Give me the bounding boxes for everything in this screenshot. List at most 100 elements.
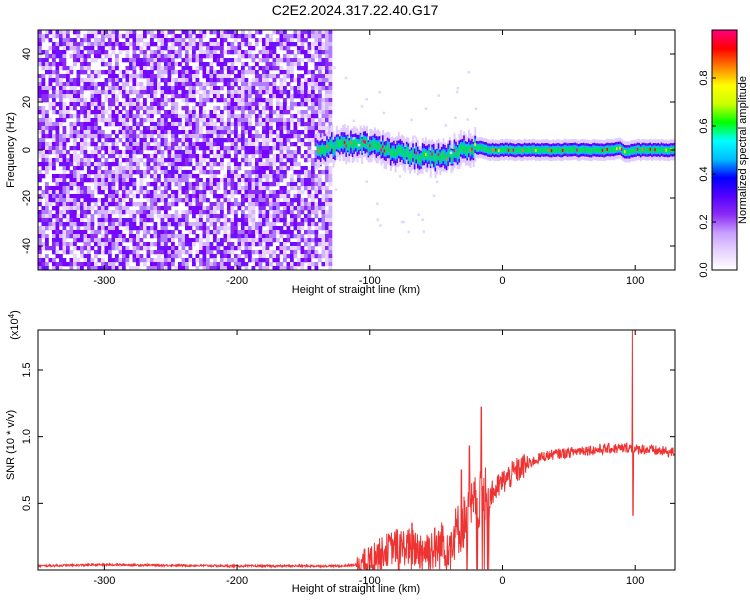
spectrogram-noise-cell	[157, 30, 161, 35]
spectrogram-noise-cell	[258, 78, 263, 83]
spectrogram-noise-cell	[227, 98, 231, 103]
spectrogram-noise-cell	[164, 86, 168, 91]
spectrogram-noise-cell	[307, 130, 312, 135]
spectrogram-noise-cell	[251, 206, 256, 211]
spectrogram-noise-cell	[143, 258, 147, 263]
spectrogram-noise-cell	[328, 246, 333, 251]
spectrogram-noise-cell	[150, 30, 154, 35]
spectrogram-noise-cell	[206, 170, 210, 175]
spectrogram-noise-cell	[258, 50, 263, 55]
spectrogram-noise-cell	[178, 178, 182, 183]
spectrogram-noise-cell	[311, 130, 315, 135]
spectrogram-noise-cell	[185, 194, 189, 199]
spectrogram-noise-cell	[66, 182, 70, 187]
spectrogram-noise-cell	[272, 130, 277, 135]
spectrogram-noise-cell	[188, 198, 193, 203]
spectrogram-noise-cell	[171, 202, 175, 207]
spectrogram-noise-cell	[251, 106, 256, 111]
spectrogram-noise-cell	[297, 186, 301, 191]
spectrogram-noise-cell	[262, 206, 266, 211]
spectrogram-noise-cell	[153, 138, 158, 143]
spectrogram-noise-cell	[325, 126, 329, 131]
spectrogram-noise-cell	[181, 250, 186, 255]
spectrogram-noise-cell	[150, 54, 154, 59]
spectrogram-noise-cell	[174, 54, 179, 59]
spectrogram-noise-cell	[125, 110, 130, 115]
spectrogram-peak-cell	[318, 149, 321, 152]
spectrogram-noise-cell	[132, 54, 137, 59]
spectrogram-noise-cell	[94, 86, 98, 91]
spectrogram-noise-cell	[202, 86, 207, 91]
spectrogram-noise-cell	[118, 138, 123, 143]
spectrogram-noise-cell	[216, 150, 221, 155]
spectrogram-noise-cell	[80, 102, 84, 107]
spectrogram-noise-cell	[272, 74, 277, 79]
spectrogram-noise-cell	[129, 98, 133, 103]
spectrogram-signal-cell	[528, 147, 531, 153]
spectrogram-noise-cell	[164, 82, 168, 87]
spectrogram-noise-cell	[171, 194, 175, 199]
spectrogram-noise-cell	[251, 126, 256, 131]
spectrogram-noise-cell	[66, 94, 70, 99]
spectrogram-noise-cell	[80, 174, 84, 179]
spectrogram-noise-cell	[76, 58, 81, 63]
spectrogram-noise-cell	[213, 70, 217, 75]
spectrogram-noise-cell	[255, 134, 259, 139]
spectrogram-noise-cell	[80, 214, 84, 219]
snr-series-line	[38, 330, 675, 570]
spectrogram-noise-cell	[209, 206, 214, 211]
spectrogram-noise-cell	[279, 110, 284, 115]
spectrogram-noise-cell	[293, 90, 298, 95]
spectrogram-noise-cell	[66, 110, 70, 115]
spectrogram-peak-cell	[495, 148, 498, 152]
spectrogram-noise-cell	[181, 234, 186, 239]
spectrogram-noise-cell	[307, 190, 312, 195]
spectrogram-noise-cell	[62, 242, 67, 247]
spectrogram-noise-cell	[181, 242, 186, 247]
spectrogram-noise-cell	[241, 146, 245, 151]
spectrogram-noise-cell	[87, 102, 91, 107]
spectrogram-noise-cell	[209, 190, 214, 195]
spectrogram-noise-cell	[230, 78, 235, 83]
spectrogram-noise-cell	[108, 154, 112, 159]
spectrogram-noise-cell	[241, 54, 245, 59]
spectrogram-noise-cell	[94, 178, 98, 183]
spectrogram-noise-cell	[76, 158, 81, 163]
spectrogram-noise-cell	[227, 178, 231, 183]
spectrogram-noise-cell	[45, 150, 49, 155]
spectrogram-noise-cell	[325, 254, 329, 259]
spectrogram-noise-cell	[258, 110, 263, 115]
spectrogram-noise-cell	[146, 142, 151, 147]
spectrogram-noise-cell	[269, 234, 273, 239]
spectrogram-noise-cell	[160, 170, 165, 175]
spectrogram-noise-cell	[265, 214, 270, 219]
spectrogram-peak-cell	[369, 144, 372, 148]
spectrogram-noise-cell	[143, 98, 147, 103]
spectrogram-noise-cell	[146, 170, 151, 175]
spectrogram-noise-cell	[83, 202, 88, 207]
spectrogram-noise-cell	[276, 158, 280, 163]
spectrogram-noise-cell	[118, 234, 123, 239]
spectrogram-signal-cell	[668, 147, 671, 153]
spectrogram-noise-cell	[237, 146, 242, 151]
spectrogram-noise-cell	[87, 194, 91, 199]
spectrogram-noise-cell	[230, 250, 235, 255]
spectrogram-noise-cell	[59, 186, 63, 191]
spectrogram-noise-cell	[258, 118, 263, 123]
spectrogram-noise-cell	[87, 202, 91, 207]
spectrogram-noise-cell	[132, 258, 137, 263]
spectrogram-noise-cell	[227, 242, 231, 247]
spectrogram-noise-cell	[59, 222, 63, 227]
spectrogram-noise-cell	[111, 42, 116, 47]
spectrogram-noise-cell	[101, 34, 105, 39]
spectrogram-noise-cell	[265, 38, 270, 43]
spectrogram-noise-cell	[157, 174, 161, 179]
spectrogram-noise-cell	[241, 174, 245, 179]
spectrogram-noise-cell	[73, 242, 77, 247]
spectrogram-noise-cell	[73, 130, 77, 135]
spectrogram-noise-cell	[118, 46, 123, 51]
spectrogram-noise-cell	[328, 218, 333, 223]
spectrogram-noise-cell	[181, 162, 186, 167]
spectrogram-peak-cell	[445, 157, 449, 161]
spectrogram-noise-cell	[290, 102, 294, 107]
